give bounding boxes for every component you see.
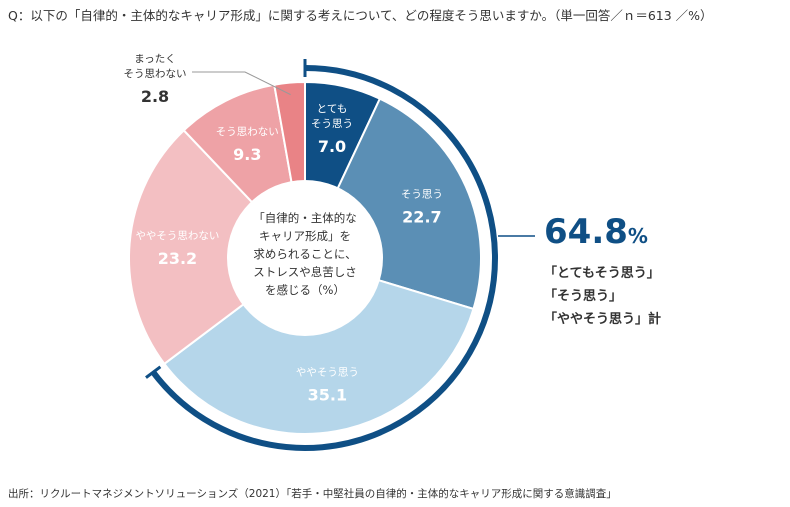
slice-value: 23.2 bbox=[158, 249, 197, 268]
slice-label: そう思う bbox=[401, 188, 443, 200]
center-label-line: を感じる（%） bbox=[265, 283, 345, 297]
slice-label: そう思わない bbox=[216, 126, 279, 138]
bracket-end-tick bbox=[145, 365, 162, 379]
slice-value: 9.3 bbox=[233, 145, 261, 164]
total-description: 「とてもそう思う」 「そう思う」 「ややそう思う」計 bbox=[544, 262, 661, 331]
slice-value: 35.1 bbox=[308, 386, 347, 405]
center-label-line: 「自律的・主体的な bbox=[253, 211, 357, 225]
center-label-line: ストレスや息苦しさ bbox=[253, 265, 357, 279]
slice-value: 7.0 bbox=[318, 137, 346, 156]
question-title: Q：以下の「自律的・主体的なキャリア形成」に関する考えについて、どの程度そう思い… bbox=[8, 8, 713, 23]
slice-value: 2.8 bbox=[141, 87, 169, 106]
center-label-line: 求められることに、 bbox=[253, 247, 356, 261]
total-unit: % bbox=[627, 224, 648, 248]
slice-value: 22.7 bbox=[402, 207, 441, 226]
total-value: 64.8% bbox=[544, 212, 648, 252]
slice-label: まったく bbox=[134, 53, 176, 65]
outside-leader-line bbox=[192, 71, 291, 96]
total-line: 「ややそう思う」計 bbox=[544, 312, 662, 327]
total-line: 「そう思う」 bbox=[544, 289, 623, 304]
total-number: 64.8 bbox=[544, 212, 628, 252]
slice-label: とても bbox=[317, 103, 348, 115]
total-line: 「とてもそう思う」 bbox=[544, 266, 660, 281]
pie-slice bbox=[128, 128, 307, 366]
source-note: 出所：リクルートマネジメントソリューションズ（2021）「若手・中堅社員の自律的… bbox=[8, 488, 617, 500]
total-bracket-arc bbox=[150, 65, 498, 451]
center-label-line: キャリア形成」を bbox=[259, 229, 351, 243]
pie-slice bbox=[162, 256, 475, 435]
donut-center bbox=[227, 180, 383, 336]
slice-label: ややそう思う bbox=[296, 367, 359, 379]
slice-label: そう思わない bbox=[124, 68, 187, 80]
slice-label: そう思う bbox=[311, 118, 353, 130]
center-label: 「自律的・主体的なキャリア形成」を求められることに、ストレスや息苦しさを感じる（… bbox=[253, 211, 357, 297]
slice-label: ややそう思わない bbox=[135, 230, 219, 242]
